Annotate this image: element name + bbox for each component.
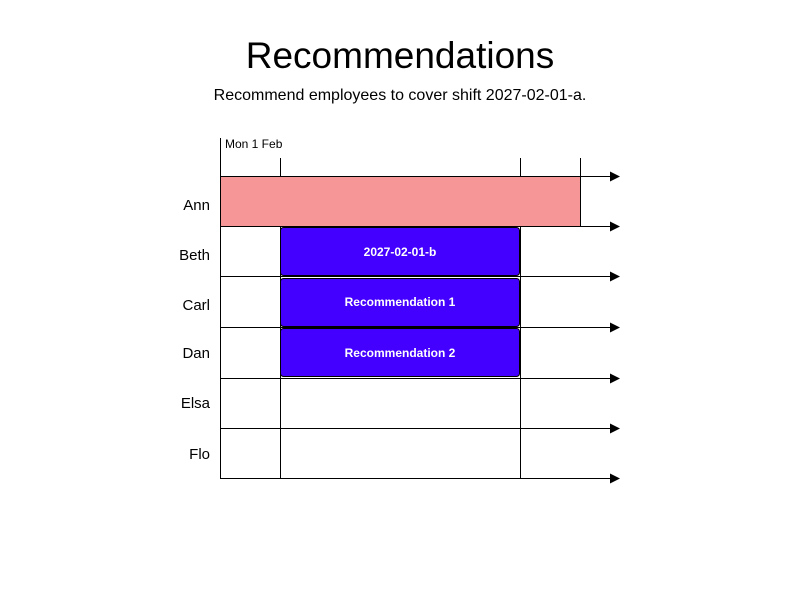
employee-label: Carl bbox=[182, 297, 210, 314]
recommendation-bar[interactable] bbox=[280, 328, 520, 377]
date-label: Mon 1 Feb bbox=[225, 137, 283, 151]
recommendation-bar[interactable] bbox=[280, 278, 520, 327]
employee-label: Dan bbox=[182, 345, 210, 362]
target-shift-bar[interactable] bbox=[220, 176, 581, 227]
employee-label: Ann bbox=[183, 197, 210, 214]
employee-label: Elsa bbox=[181, 395, 211, 412]
employee-label: Beth bbox=[179, 247, 210, 264]
page-subtitle: Recommend employees to cover shift 2027-… bbox=[213, 87, 587, 104]
page-title: Recommendations bbox=[245, 35, 555, 76]
employee-label: Flo bbox=[189, 446, 210, 463]
recommendation-label: Recommendation 2 bbox=[345, 346, 456, 360]
recommendation-label: Recommendation 1 bbox=[345, 295, 456, 309]
existing-shift-label: 2027-02-01-b bbox=[364, 245, 437, 259]
existing-shift-bar[interactable] bbox=[280, 227, 520, 276]
